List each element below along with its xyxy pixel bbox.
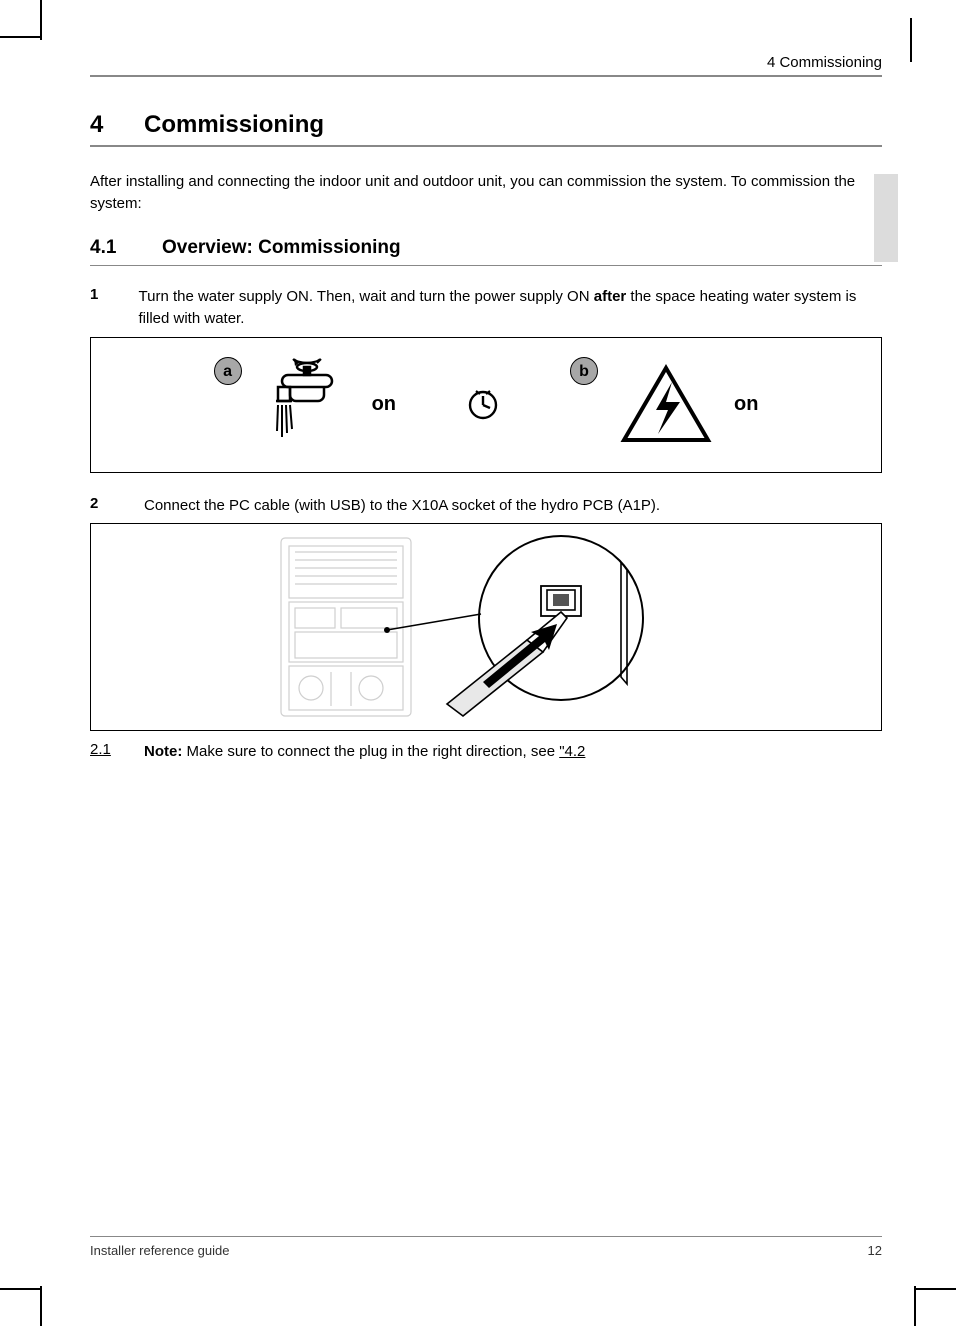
step-text: Connect the PC cable (with USB) to the X… [144,495,660,518]
section-number: 4 [90,111,144,139]
crop-mark [910,18,912,62]
section-title: Commissioning [144,111,324,139]
substep-number: 2.1 [90,741,144,758]
page-header: 4 Commissioning [90,54,882,77]
step-row: 1 Turn the water supply ON. Then, wait a… [90,286,882,331]
crop-mark [40,0,42,40]
figure-label-b: on [734,393,758,416]
step-number: 2 [90,495,144,512]
crop-mark [914,1286,916,1326]
crop-mark [40,1286,42,1326]
subsection-title: Overview: Commissioning [162,237,401,259]
pcb-diagram-icon [271,532,701,722]
figure-group-a: a on [214,357,396,453]
step-row: 2 Connect the PC cable (with USB) to the… [90,495,882,518]
crop-mark [0,1288,40,1290]
header-title: 4 Commissioning [767,54,882,71]
substep-ref: "4.2 [559,743,585,760]
side-tab [874,174,898,262]
substep-rest: Make sure to connect the plug in the rig… [182,743,559,760]
figure-label-a: on [372,393,396,416]
page-footer: Installer reference guide 12 [90,1236,882,1258]
figure-marker-b: b [570,357,598,385]
intro-paragraph: After installing and connecting the indo… [90,171,882,215]
figure-box: a on [90,337,882,473]
substep-label: Note: [144,743,182,760]
section-heading: 4 Commissioning [90,111,882,147]
footer-page: 12 [868,1243,882,1258]
electric-hazard-icon [620,364,712,446]
figure-marker-a: a [214,357,242,385]
step-text-pre: Turn the water supply ON. Then, wait and… [139,288,594,305]
footer-left: Installer reference guide [90,1243,229,1258]
step-text-bold: after [594,288,627,305]
figure-box [90,523,882,731]
subsection-heading: 4.1 Overview: Commissioning [90,237,882,266]
clock-icon [466,388,500,422]
subsection-number: 4.1 [90,237,162,259]
step-text: Turn the water supply ON. Then, wait and… [139,286,883,331]
substep-row: 2.1 Note: Make sure to connect the plug … [90,741,882,764]
substep-text: Note: Make sure to connect the plug in t… [144,741,585,764]
crop-mark [916,1288,956,1290]
step-number: 1 [90,286,139,303]
crop-mark [0,36,40,38]
tap-icon [264,357,350,453]
figure-group-b: b on [570,364,758,446]
